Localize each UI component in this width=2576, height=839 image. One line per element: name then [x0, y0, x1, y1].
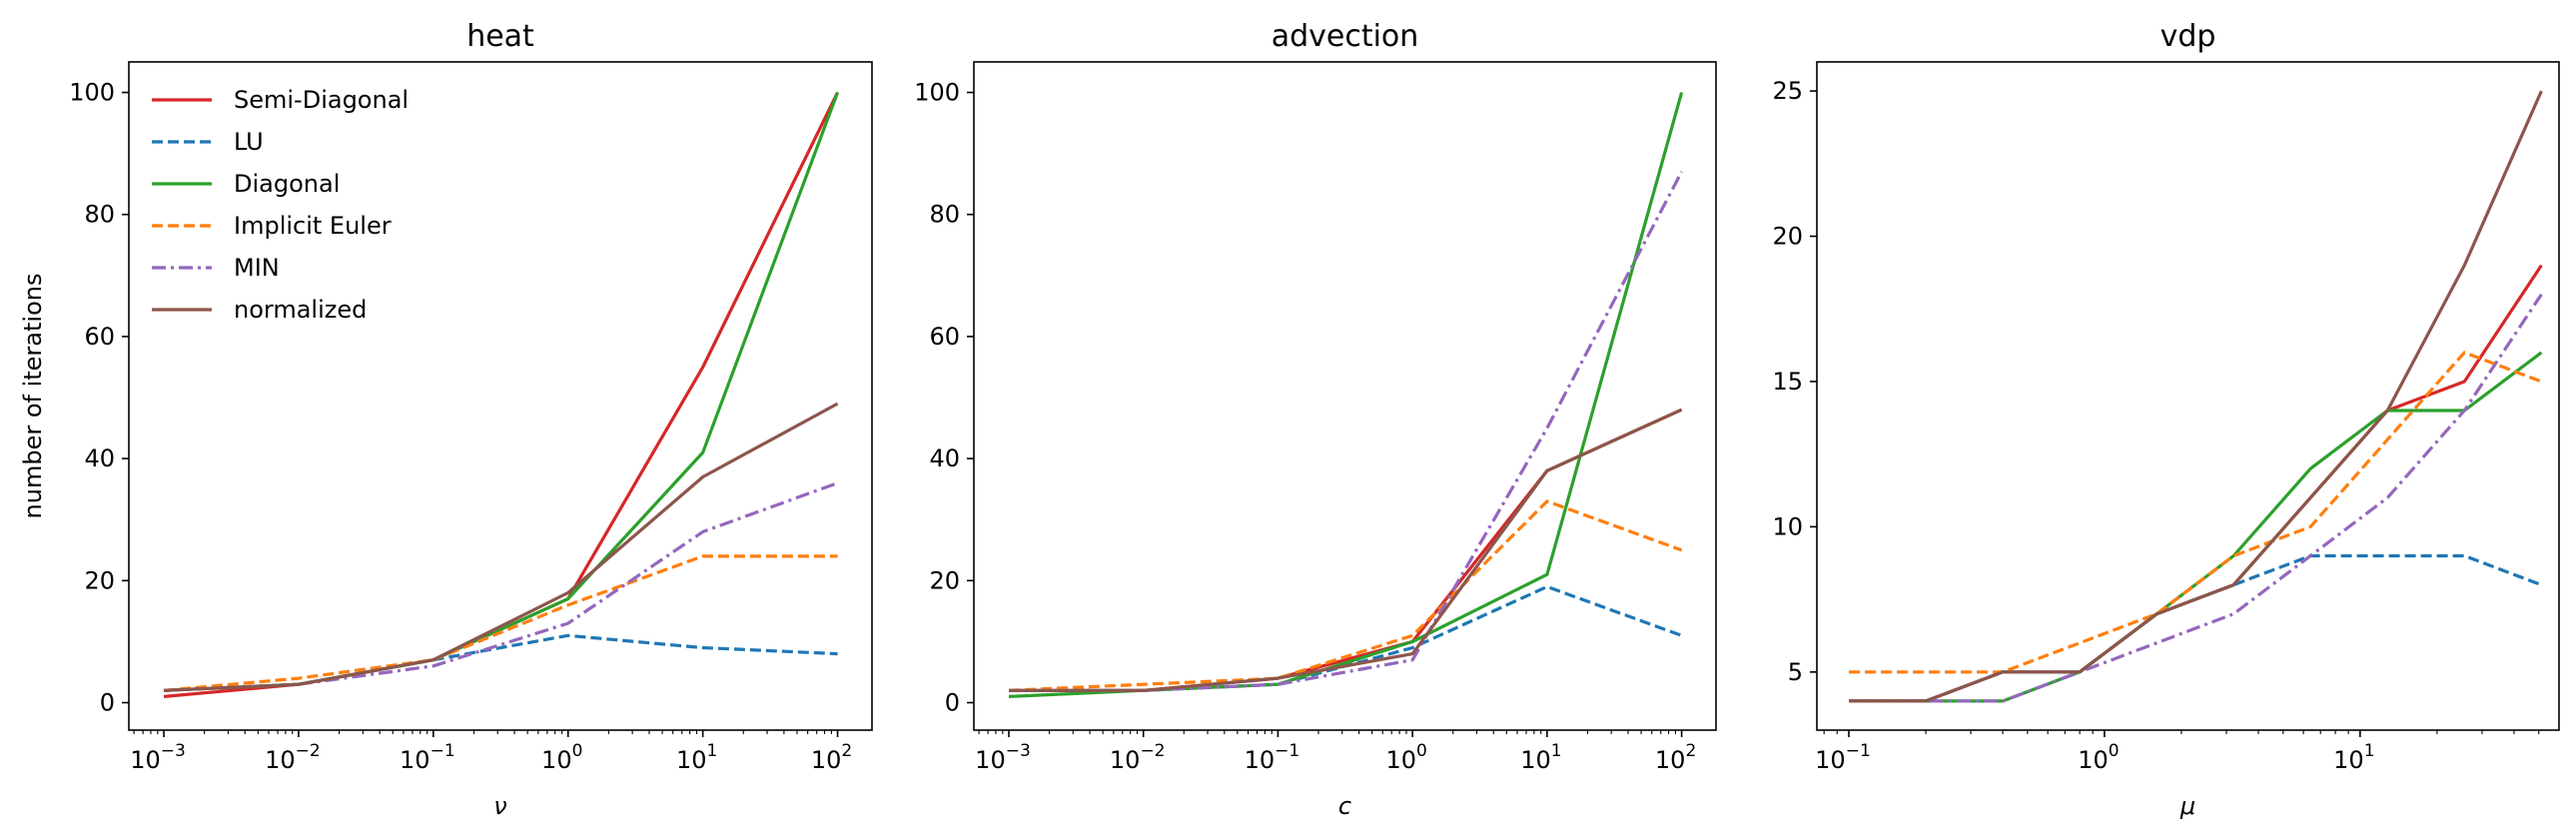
x-tick-label: 10−2	[1110, 741, 1166, 774]
x-tick-exponent: −1	[1275, 741, 1299, 761]
x-tick-base: 10	[1385, 746, 1416, 774]
chart-title-advection: advection	[1272, 19, 1419, 54]
y-tick-label: 15	[1772, 368, 1803, 396]
y-tick-label: 20	[84, 566, 115, 594]
x-tick-label: 10−1	[1245, 741, 1300, 774]
x-tick-base: 10	[2078, 746, 2109, 774]
x-tick-exponent: 2	[1685, 741, 1696, 761]
x-tick-label: 10−3	[975, 741, 1031, 774]
legend-label-diagonal: Diagonal	[234, 170, 340, 198]
y-tick-label: 0	[945, 689, 960, 717]
chart-title-heat: heat	[466, 19, 534, 54]
series-group	[1849, 90, 2543, 703]
y-tick-label: 60	[84, 323, 115, 351]
plot-frame	[128, 61, 873, 731]
x-tick-base: 10	[811, 746, 842, 774]
y-tick-label: 100	[69, 79, 115, 107]
series-group	[163, 91, 840, 698]
x-tick-base: 10	[1110, 746, 1141, 774]
series-line-diagonal	[1008, 92, 1684, 698]
y-tick-label: 100	[914, 79, 960, 107]
series-line-min	[163, 481, 839, 692]
legend: Semi-Diagonal LU Diagonal Implicit Euler MIN…	[152, 86, 409, 324]
legend-label-lu: LU	[234, 128, 264, 156]
x-tick-label: 101	[676, 741, 717, 774]
series-line-implicit-euler	[1849, 351, 2542, 674]
series-line-min	[1849, 293, 2543, 703]
series-line-diagonal	[1849, 351, 2543, 703]
series-line-implicit-euler	[1008, 499, 1683, 692]
x-tick-base: 10	[1655, 746, 1686, 774]
x-tick-label: 10−1	[400, 741, 455, 774]
x-tick-exponent: 0	[572, 741, 583, 761]
x-tick-label: 10−2	[265, 741, 321, 774]
x-tick-base: 10	[975, 746, 1006, 774]
x-tick-exponent: 1	[1551, 741, 1562, 761]
x-tick-exponent: 0	[2109, 741, 2120, 761]
legend-label-normalized: normalized	[234, 296, 367, 324]
x-tick-exponent: 1	[707, 741, 718, 761]
y-tick-label: 40	[84, 444, 115, 472]
plot-frame	[973, 61, 1717, 731]
x-tick-exponent: −1	[430, 741, 455, 761]
y-tick-label: 5	[1788, 658, 1803, 686]
x-axis-label: μ	[2179, 792, 2195, 820]
legend-label-semi-diagonal: Semi-Diagonal	[234, 86, 409, 114]
x-tick-base: 10	[1815, 746, 1846, 774]
y-tick-label: 20	[1772, 223, 1803, 251]
x-tick-exponent: −1	[1846, 741, 1871, 761]
x-tick-base: 10	[1520, 746, 1551, 774]
x-tick-label: 100	[2078, 741, 2119, 774]
x-tick-label: 100	[541, 741, 582, 774]
x-tick-base: 10	[265, 746, 296, 774]
x-tick-label: 100	[1385, 741, 1426, 774]
y-axis-label: number of iterations	[19, 274, 47, 519]
x-tick-label: 101	[1520, 741, 1561, 774]
x-tick-exponent: 2	[841, 741, 852, 761]
x-tick-base: 10	[676, 746, 707, 774]
x-tick-base: 10	[1245, 746, 1276, 774]
series-line-normalized	[163, 402, 839, 692]
x-tick-base: 10	[541, 746, 572, 774]
x-tick-base: 10	[130, 746, 161, 774]
x-tick-label: 10−3	[130, 741, 186, 774]
y-tick-label: 60	[929, 323, 960, 351]
x-tick-exponent: −3	[161, 741, 186, 761]
x-axis-label: ν	[493, 792, 506, 820]
x-tick-base: 10	[400, 746, 430, 774]
x-tick-label: 102	[811, 741, 852, 774]
x-tick-base: 10	[2333, 746, 2364, 774]
x-tick-exponent: −2	[296, 741, 321, 761]
y-tick-label: 80	[929, 201, 960, 229]
y-tick-label: 10	[1772, 512, 1803, 540]
x-tick-exponent: −3	[1006, 741, 1031, 761]
series-line-normalized	[1009, 408, 1683, 692]
y-tick-label: 25	[1772, 77, 1803, 105]
series-line-semi-diagonal	[1849, 264, 2543, 703]
y-tick-label: 40	[929, 444, 960, 472]
x-tick-exponent: 1	[2364, 741, 2375, 761]
x-tick-label: 102	[1655, 741, 1696, 774]
series-line-implicit-euler	[163, 554, 838, 692]
x-tick-exponent: 0	[1416, 741, 1427, 761]
series-group	[1008, 92, 1684, 698]
x-axis-label: c	[1338, 792, 1351, 820]
y-tick-label: 0	[100, 689, 115, 717]
series-line-min	[1009, 171, 1684, 692]
y-tick-label: 20	[929, 566, 960, 594]
y-tick-label: 80	[84, 201, 115, 229]
legend-label-min: MIN	[234, 254, 280, 282]
plot-frame	[1816, 61, 2560, 731]
chart-title-vdp: vdp	[2160, 19, 2216, 54]
series-line-normalized	[1849, 90, 2543, 703]
legend-label-implicit-euler: Implicit Euler	[234, 212, 392, 240]
x-tick-label: 101	[2333, 741, 2374, 774]
x-tick-exponent: −2	[1140, 741, 1165, 761]
series-line-lu	[1009, 584, 1683, 692]
x-tick-label: 10−1	[1815, 741, 1871, 774]
